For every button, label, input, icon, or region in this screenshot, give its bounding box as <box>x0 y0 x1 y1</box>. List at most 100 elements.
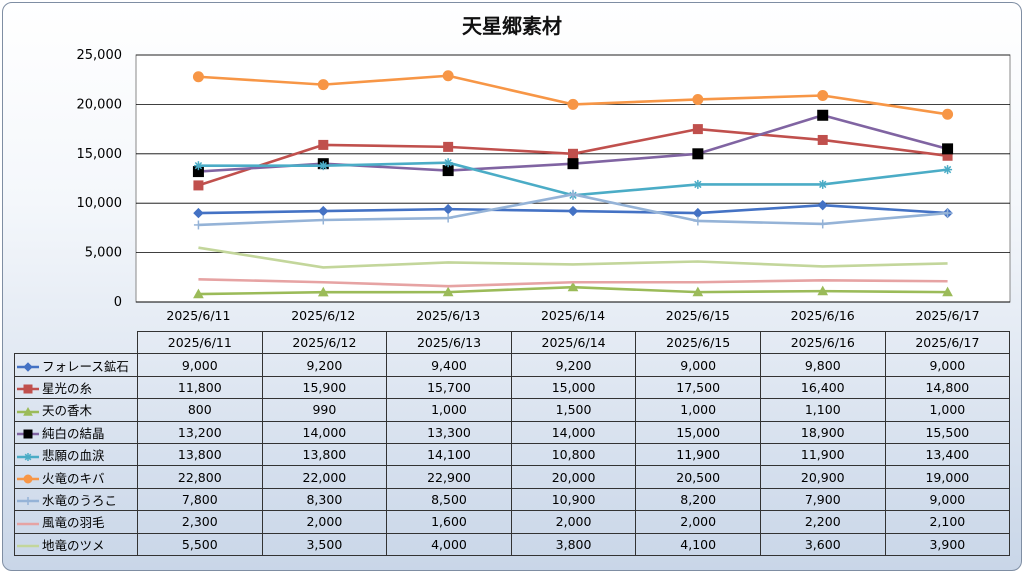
series-name-cell: 地竜のツメ <box>14 532 138 556</box>
marker-stroke <box>694 180 702 189</box>
table-cell: 22,900 <box>386 465 512 489</box>
data-point <box>692 93 704 105</box>
table-corner <box>14 331 138 355</box>
table-column-header: 2025/6/11 <box>137 330 263 355</box>
legend-key <box>17 452 39 461</box>
data-point <box>318 161 328 171</box>
table-column-header: 2025/6/13 <box>386 330 512 355</box>
table-cell: 14,000 <box>510 420 637 444</box>
table-cell: 7,800 <box>137 487 263 512</box>
data-point <box>692 286 704 297</box>
table-row: 純白の結晶 13,200 14,000 13,300 14,000 15,000 18,90… <box>14 420 1011 444</box>
table-cell: 2,000 <box>635 510 761 534</box>
series-name: 水竜のうろこ <box>42 492 118 508</box>
legend-key <box>17 362 39 372</box>
table-row: 水竜のうろこ 7,800 8,300 8,500 10,900 8,200 7,900 9,0… <box>14 487 1011 512</box>
table-cell: 20,500 <box>635 465 761 489</box>
table-cell: 2,100 <box>884 510 1011 534</box>
table-header-row: 2025/6/11 2025/6/12 2025/6/13 2025/6/14 2025… <box>14 330 1011 355</box>
table-cell: 9,800 <box>759 353 886 377</box>
x-tick-label: 2025/6/14 <box>541 308 605 323</box>
data-point <box>942 108 954 120</box>
data-point <box>442 70 454 82</box>
y-tick-label: 20,000 <box>77 97 123 112</box>
data-point <box>24 497 32 506</box>
table-cell: 3,600 <box>759 532 886 556</box>
data-point <box>568 189 578 199</box>
series-name: 悲願の血涙 <box>42 448 105 464</box>
table-cell: 9,000 <box>884 487 1011 512</box>
y-tick-label: 25,000 <box>77 48 123 63</box>
data-point <box>193 161 203 171</box>
table-cell: 7,900 <box>759 487 886 512</box>
data-point <box>23 429 33 439</box>
series-name: 地竜のツメ <box>42 537 105 553</box>
legend-key <box>17 429 39 439</box>
series-name-cell: 悲願の血涙 <box>14 442 138 467</box>
data-point <box>567 205 579 217</box>
series-name: 火竜のキバ <box>42 470 105 486</box>
data-point <box>943 165 953 175</box>
marker-stroke <box>444 159 452 167</box>
table-cell: 9,000 <box>635 353 761 377</box>
table-cell: 15,500 <box>884 420 1011 444</box>
table-row: 悲願の血涙 13,800 13,800 14,100 10,800 11,900 11,90… <box>14 442 1011 467</box>
data-point <box>567 98 579 110</box>
series-name: 純白の結晶 <box>42 425 105 441</box>
data-point <box>943 208 953 218</box>
data-point <box>817 134 828 145</box>
data-point <box>192 71 204 83</box>
table-cell: 800 <box>137 398 263 422</box>
table-cell: 2,300 <box>137 510 263 534</box>
data-point <box>193 180 204 191</box>
table-cell: 2,000 <box>510 510 637 534</box>
table-cell: 14,800 <box>884 375 1011 400</box>
data-point <box>443 158 453 168</box>
data-point <box>443 213 453 223</box>
table-cell: 13,400 <box>884 442 1011 467</box>
table-cell: 2,200 <box>759 510 886 534</box>
data-point <box>817 285 829 296</box>
series-name-cell: 水竜のうろこ <box>14 487 138 512</box>
table-cell: 1,500 <box>510 398 637 422</box>
data-point <box>818 219 828 229</box>
table-cell: 4,100 <box>635 532 761 556</box>
data-point <box>942 286 953 297</box>
data-point <box>693 216 703 226</box>
y-tick-label: 15,000 <box>77 147 123 162</box>
data-point <box>317 286 329 297</box>
data-point <box>24 452 32 461</box>
table-cell: 9,200 <box>510 353 637 377</box>
marker-stroke <box>194 161 203 170</box>
series-name: フォレース鉱石 <box>42 358 129 374</box>
table-cell: 19,000 <box>884 465 1011 489</box>
table-cell: 990 <box>261 398 388 422</box>
table-cell: 3,800 <box>510 532 637 556</box>
data-point <box>193 288 204 299</box>
table-cell: 20,000 <box>510 465 637 489</box>
table-cell: 14,000 <box>261 420 388 444</box>
data-point <box>442 286 454 297</box>
data-point <box>567 281 579 292</box>
x-tick-label: 2025/6/13 <box>416 308 480 323</box>
table-column-header: 2025/6/15 <box>635 330 761 355</box>
series-name-cell: 天の香木 <box>14 398 138 422</box>
data-point <box>23 362 33 372</box>
data-point <box>23 406 33 416</box>
x-tick-label: 2025/6/15 <box>666 308 730 323</box>
series-name: 風竜の羽毛 <box>42 515 105 531</box>
table-cell: 3,500 <box>261 532 388 556</box>
table-cell: 8,500 <box>386 487 512 512</box>
series-line <box>198 246 948 269</box>
data-point <box>193 220 203 230</box>
marker-stroke <box>319 161 327 170</box>
series-name: 星光の糸 <box>42 380 93 396</box>
table-cell: 17,500 <box>635 375 761 400</box>
x-tick-label: 2025/6/12 <box>291 308 355 323</box>
table-cell: 1,100 <box>759 398 886 422</box>
table-cell: 9,200 <box>261 353 388 377</box>
table-row: 天の香木 800 990 1,000 1,500 1,000 1,100 1,000 <box>14 398 1011 422</box>
table-cell: 14,100 <box>386 442 512 467</box>
table-cell: 1,000 <box>386 398 512 422</box>
table-cell: 8,300 <box>261 487 388 512</box>
